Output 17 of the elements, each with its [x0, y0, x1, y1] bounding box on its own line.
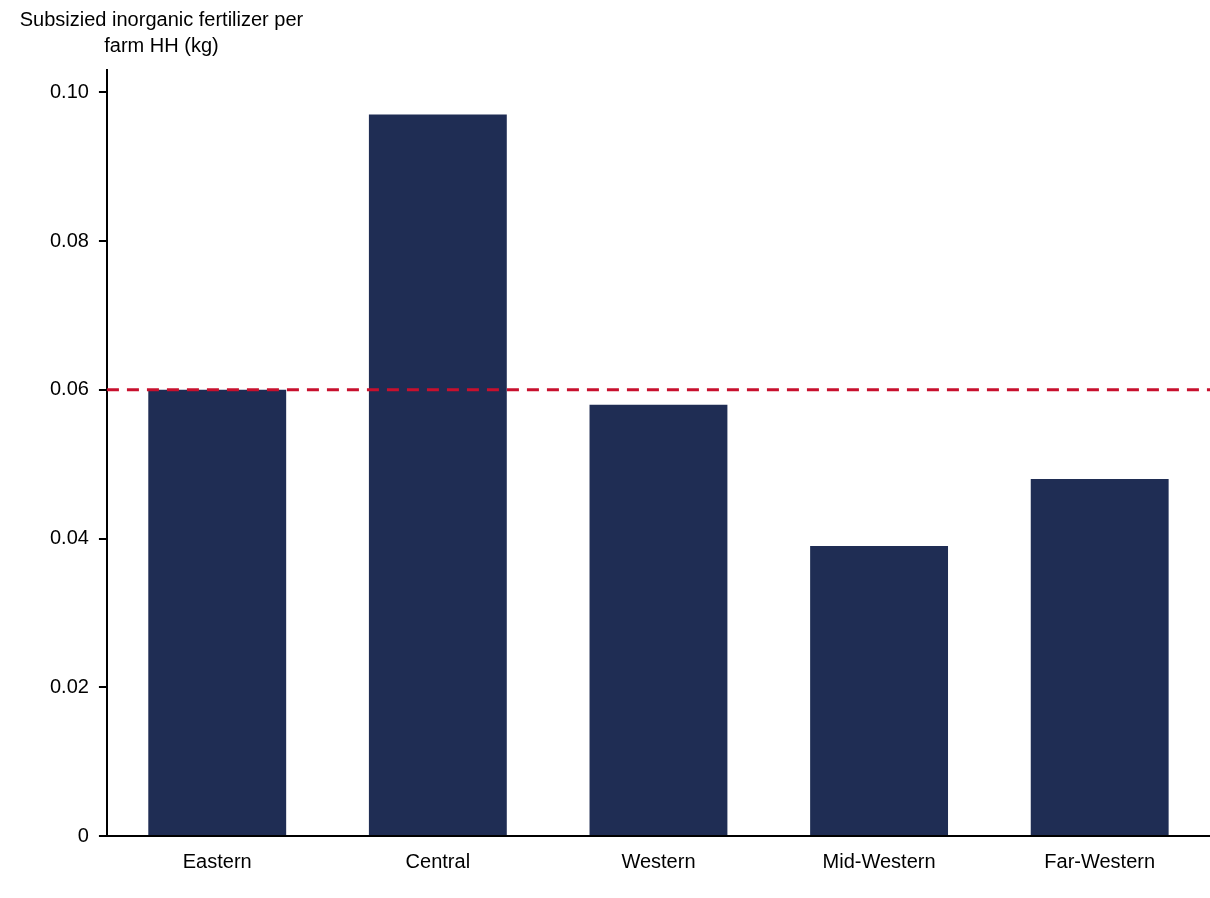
y-tick-label: 0 [77, 823, 89, 846]
bar [368, 114, 507, 835]
x-tick-label: Western [621, 849, 696, 872]
y-tick-label: 0.08 [49, 228, 89, 251]
x-tick-label: Central [405, 849, 471, 872]
bar [589, 404, 728, 835]
y-tick-label: 0.06 [49, 377, 89, 400]
y-tick-label: 0.02 [49, 674, 89, 697]
bar [810, 545, 949, 835]
y-axis-title: Subsizied inorganic fertilizer per farm HH (kg) [18, 7, 305, 58]
bar [148, 389, 287, 835]
x-tick-label: Far-Western [1044, 849, 1156, 872]
x-tick-label: Mid-Western [822, 849, 936, 872]
y-tick-label: 0.10 [49, 79, 89, 102]
x-tick-label: Eastern [182, 849, 252, 872]
bar [1030, 479, 1169, 835]
y-tick-label: 0.04 [49, 526, 89, 549]
